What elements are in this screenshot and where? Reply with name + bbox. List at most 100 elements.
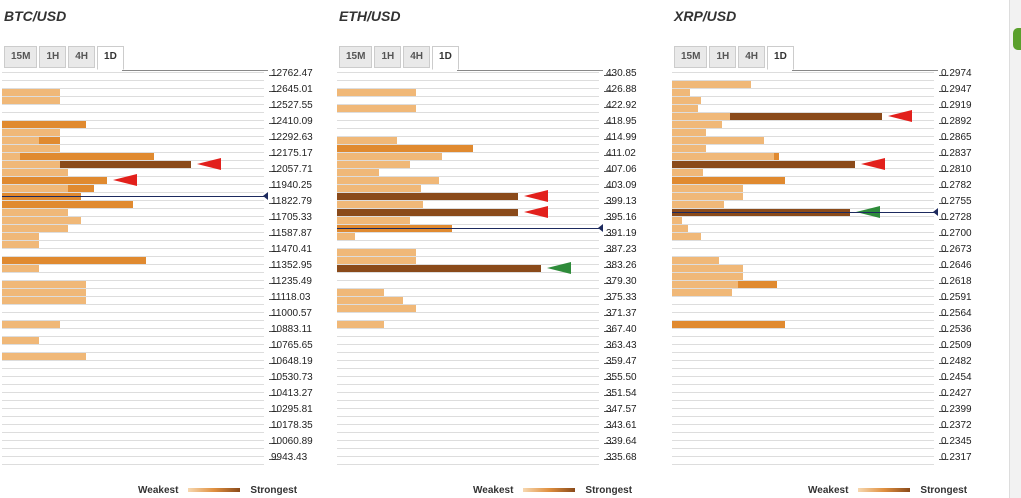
confluence-bar	[2, 280, 86, 288]
price-label: 359.47	[606, 356, 637, 367]
panel-eth: ETH/USD 15M 1H 4H 1D 430.85 426.88 422.92 4…	[337, 0, 657, 498]
price-tick	[604, 219, 613, 220]
side-scroll-panel[interactable]	[1009, 0, 1021, 498]
tab-1d[interactable]: 1D	[97, 46, 124, 70]
grid-line	[672, 440, 934, 441]
confluence-bar	[337, 256, 416, 264]
tab-1h[interactable]: 1H	[374, 46, 402, 68]
confluence-bar	[337, 232, 355, 240]
grid-line	[672, 136, 934, 137]
price-label: 395.16	[606, 212, 637, 223]
grid-line	[2, 88, 264, 89]
price-label: 411.02	[606, 148, 636, 159]
current-price-marker-icon	[598, 224, 603, 232]
grid-line	[672, 248, 934, 249]
tab-15m[interactable]: 15M	[674, 46, 708, 68]
price-label: 10060.89	[271, 436, 313, 447]
confluence-bar	[672, 144, 706, 152]
grid-line	[2, 400, 264, 401]
price-tick	[939, 363, 948, 364]
grid-line	[672, 120, 934, 121]
confluence-bar	[2, 152, 20, 160]
grid-line	[337, 160, 599, 161]
price-label: 383.26	[606, 260, 637, 271]
price-tick	[604, 299, 613, 300]
grid-line	[672, 224, 934, 225]
price-tick	[604, 443, 613, 444]
red-arrow-icon	[197, 158, 221, 170]
grid-line	[2, 328, 264, 329]
price-label: 9943.43	[271, 452, 308, 463]
red-arrow-icon	[113, 174, 137, 186]
price-tick	[604, 363, 613, 364]
confluence-bar	[672, 232, 701, 240]
price-label: 12645.01	[271, 84, 313, 95]
tab-1h[interactable]: 1H	[709, 46, 737, 68]
grid-line	[337, 320, 599, 321]
price-label: 12292.63	[271, 132, 313, 143]
confluence-bar	[2, 96, 60, 104]
price-label: 430.85	[606, 68, 637, 79]
price-tick	[604, 379, 613, 380]
grid-line	[2, 136, 264, 137]
grid-line	[337, 240, 599, 241]
price-tick	[939, 219, 948, 220]
price-label: 371.37	[606, 308, 637, 319]
grid-line	[672, 464, 934, 465]
tab-1h[interactable]: 1H	[39, 46, 67, 68]
price-tick	[939, 379, 948, 380]
tab-1d[interactable]: 1D	[432, 46, 459, 70]
confluence-bar	[672, 288, 732, 296]
price-label: 0.2755	[941, 196, 972, 207]
confluence-bar	[672, 216, 682, 224]
confluence-bar	[2, 320, 60, 328]
price-label: 0.2591	[941, 292, 972, 303]
price-tick	[269, 203, 278, 204]
price-label: 0.2564	[941, 308, 972, 319]
price-tick	[604, 187, 613, 188]
grid-line	[337, 168, 599, 169]
price-tick	[939, 427, 948, 428]
price-label: 0.2646	[941, 260, 972, 271]
legend-gradient	[858, 488, 911, 493]
grid-line	[2, 272, 264, 273]
grid-line	[337, 424, 599, 425]
price-tick	[604, 267, 613, 268]
side-indicator	[1013, 28, 1021, 50]
price-label: 0.2782	[941, 180, 972, 191]
grid-line	[672, 448, 934, 449]
legend-weakest: Weakest	[138, 485, 179, 496]
tab-15m[interactable]: 15M	[339, 46, 373, 68]
price-tick	[939, 331, 948, 332]
grid-line	[337, 176, 599, 177]
legend-strongest: Strongest	[250, 485, 298, 496]
current-price-marker-icon	[933, 208, 938, 216]
confluence-bar	[2, 160, 191, 168]
price-label: 426.88	[606, 84, 637, 95]
grid-line	[337, 232, 599, 233]
grid-line	[337, 448, 599, 449]
timeframe-tabs: 15M 1H 4H 1D	[4, 46, 126, 70]
confluence-bar	[2, 184, 68, 192]
tab-1d[interactable]: 1D	[767, 46, 794, 70]
grid-line	[337, 280, 599, 281]
confluence-bar	[672, 320, 785, 328]
price-label: 351.54	[606, 388, 637, 399]
price-tick	[604, 203, 613, 204]
tab-4h[interactable]: 4H	[738, 46, 766, 68]
tab-4h[interactable]: 4H	[403, 46, 431, 68]
confluence-bar	[2, 176, 107, 184]
price-tick	[604, 395, 613, 396]
grid-line	[672, 288, 934, 289]
confluence-bar	[2, 224, 68, 232]
grid-line	[337, 96, 599, 97]
confluence-bar	[337, 216, 410, 224]
tab-4h[interactable]: 4H	[68, 46, 96, 68]
confluence-bar	[337, 144, 473, 152]
tab-baseline	[792, 70, 938, 71]
price-tick	[604, 139, 613, 140]
grid-line	[672, 456, 934, 457]
grid-line	[337, 352, 599, 353]
tab-15m[interactable]: 15M	[4, 46, 38, 68]
green-arrow-icon	[547, 262, 571, 274]
